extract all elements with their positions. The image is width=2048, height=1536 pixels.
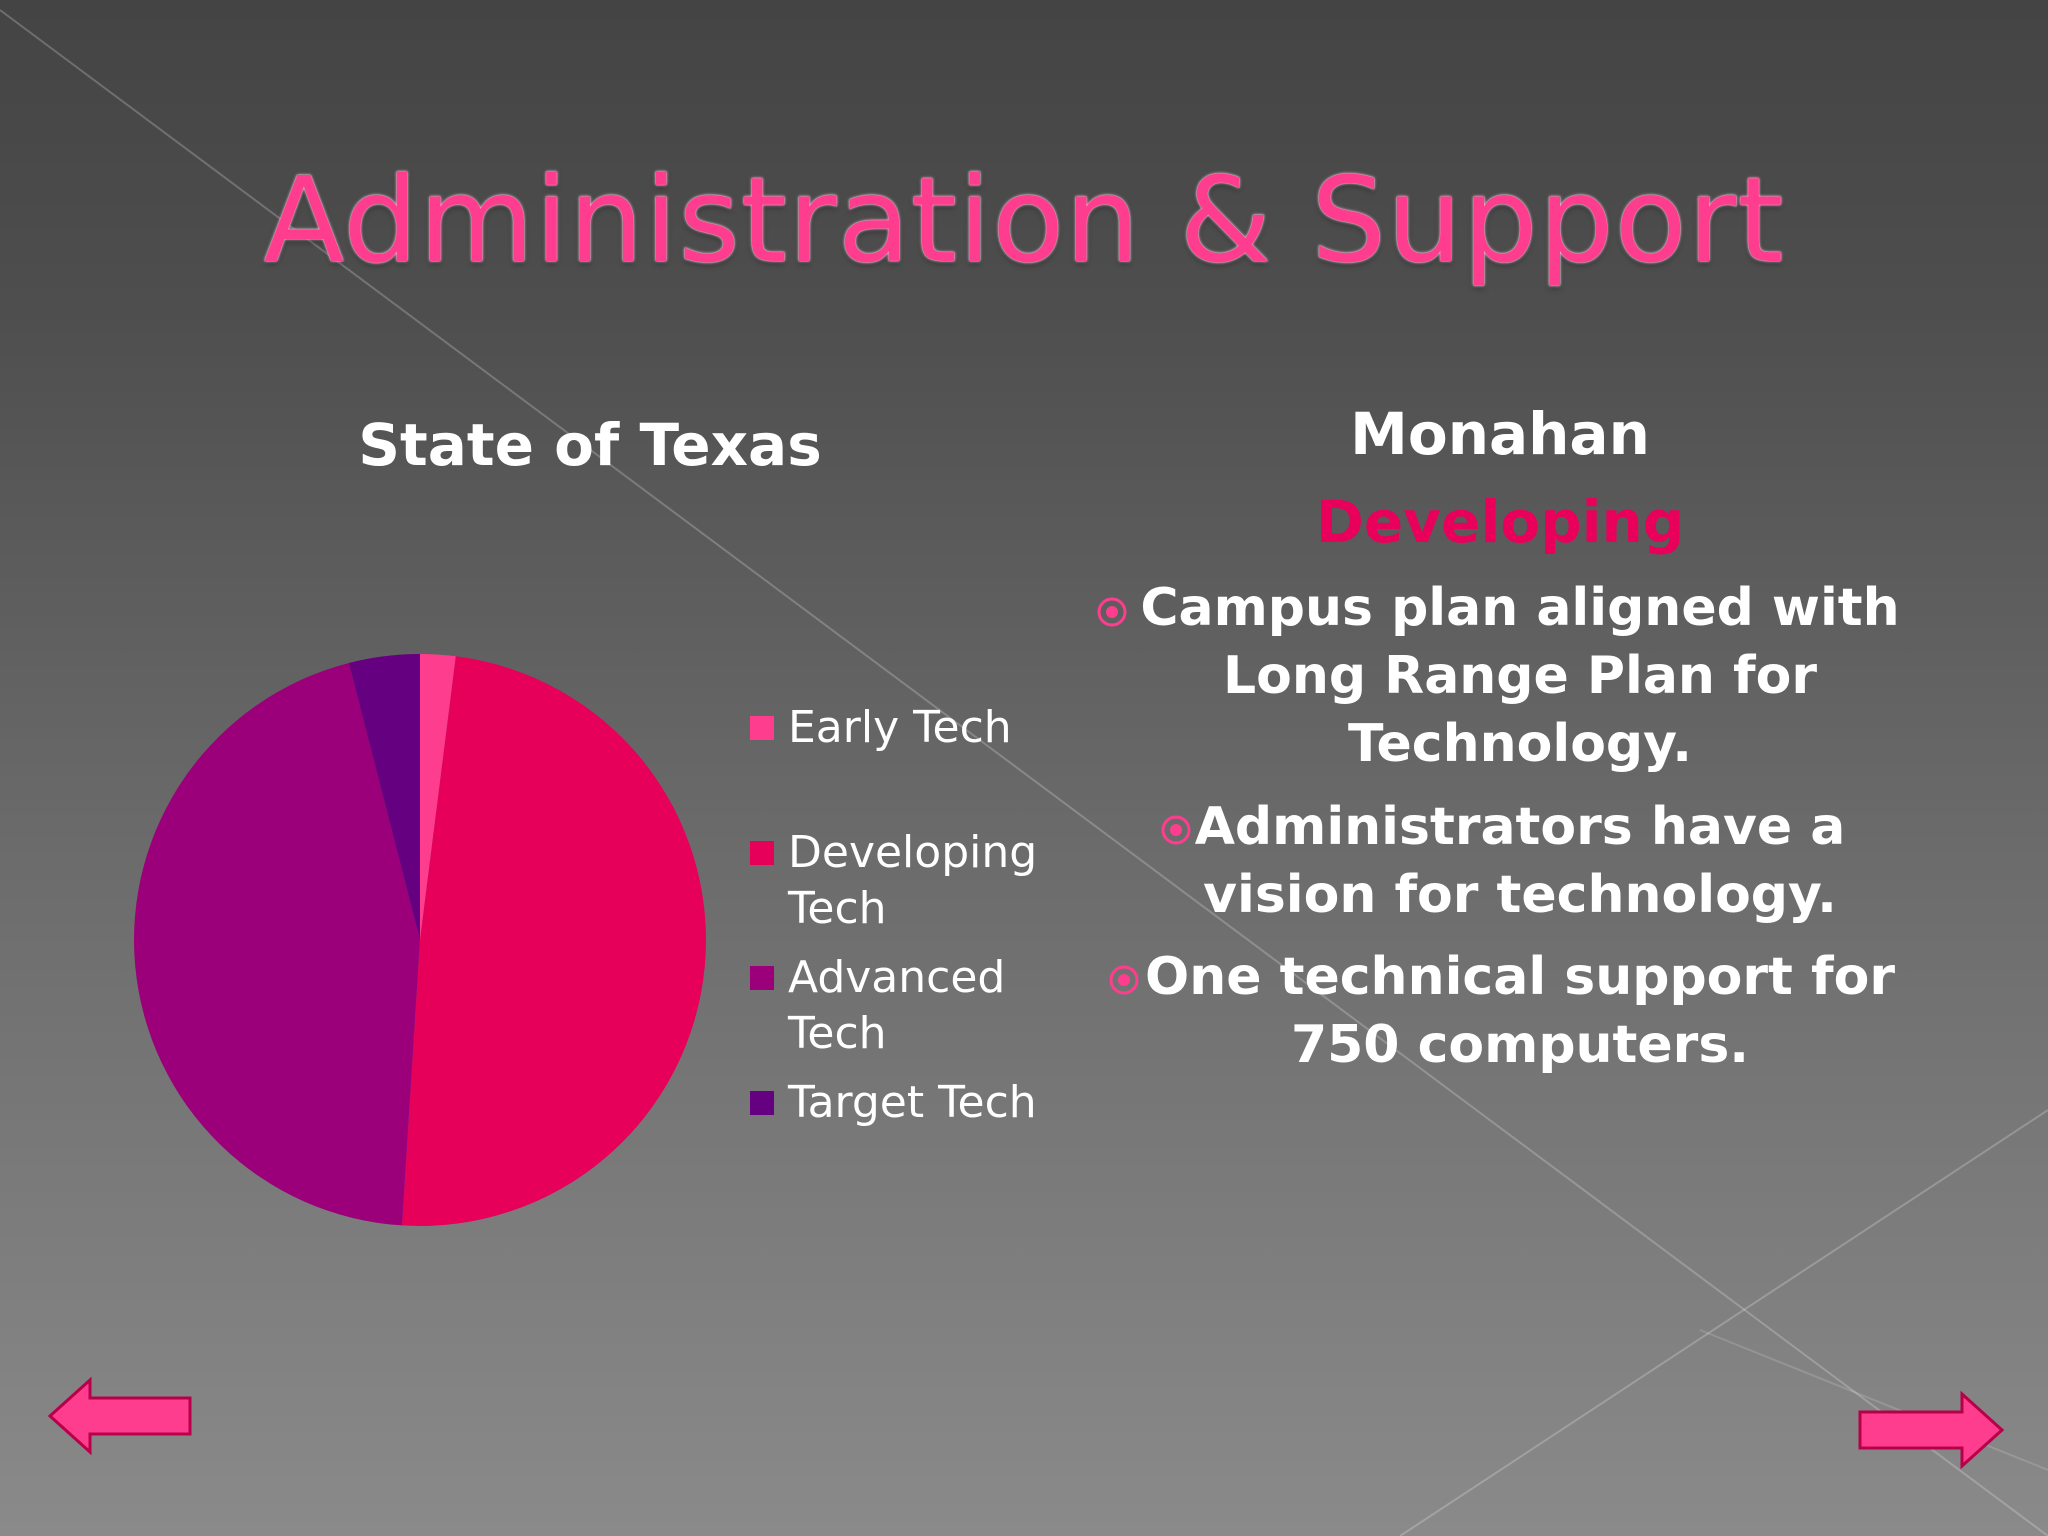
bullet-line: Campus plan aligned with	[1140, 578, 1900, 638]
campus-name: Monahan	[1350, 400, 1650, 468]
slide-title: Administration & Support	[263, 151, 1785, 289]
bullet-item: One technical support for 750 computers.	[1120, 943, 1920, 1079]
bullet-line: Administrators have a	[1194, 797, 1846, 857]
bullet-line: 750 computers.	[1290, 1015, 1750, 1075]
legend-label-developing-tech: Developing Tech	[788, 827, 1038, 934]
bullet-target-icon	[1161, 815, 1191, 845]
bullet-target-icon	[1109, 965, 1139, 995]
bullet-item: Administrators have a vision for technol…	[1120, 793, 1920, 929]
bullet-line: One technical support for	[1145, 947, 1895, 1007]
campus-level: Developing	[1315, 488, 1685, 556]
legend-swatch-advanced-tech	[750, 966, 774, 990]
legend-label-advanced-tech: Advanced Tech	[788, 952, 1006, 1059]
pie-slice-target-tech	[348, 654, 420, 940]
legend-swatch-developing-tech	[750, 841, 774, 865]
pie-chart	[134, 654, 706, 1226]
right-arrow-icon[interactable]	[1856, 1390, 2006, 1470]
bullet-line: Long Range Plan for	[1222, 646, 1818, 706]
chart-title: State of Texas	[358, 411, 822, 479]
legend-label-target-tech: Target Tech	[788, 1077, 1037, 1128]
pie-slice-developing-tech	[402, 656, 706, 1226]
legend-label-early-tech: Early Tech	[788, 702, 1012, 753]
pie-slice-early-tech	[420, 654, 456, 940]
bullet-line: vision for technology.	[1203, 865, 1837, 925]
left-arrow-icon[interactable]	[46, 1376, 196, 1456]
bullet-item: Campus plan aligned with Long Range Plan…	[1120, 574, 1920, 778]
bullet-line: Technology.	[1347, 714, 1693, 774]
legend-swatch-early-tech	[750, 716, 774, 740]
pie-slice-advanced-tech	[134, 662, 420, 1226]
legend-swatch-target-tech	[750, 1091, 774, 1115]
bullet-target-icon	[1097, 597, 1127, 627]
